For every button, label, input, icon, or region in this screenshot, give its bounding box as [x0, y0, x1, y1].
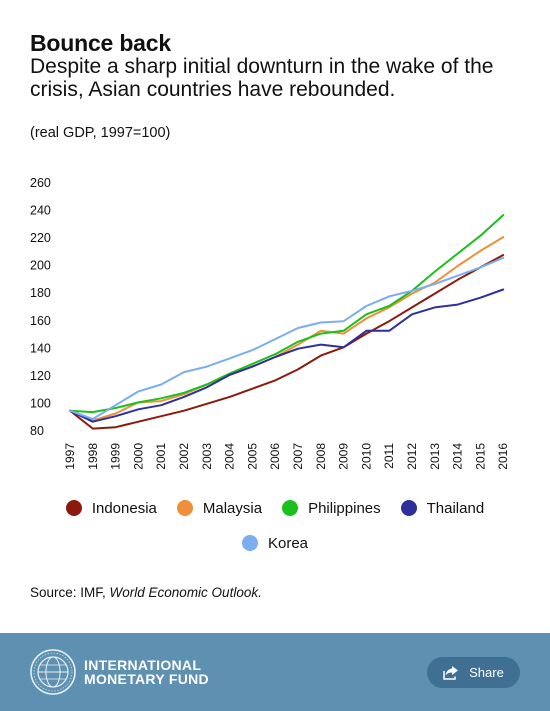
y-tick-label: 140 [30, 341, 51, 355]
x-axis: 1997 1998 1999 2000 2001 2002 2003 2004 2005 2006… [63, 443, 510, 470]
y-tick-label: 120 [30, 369, 51, 383]
x-tick-label: 2009 [337, 443, 351, 470]
legend-swatch [65, 500, 82, 516]
legend-label: Philippines [308, 499, 381, 517]
series-line-indonesia [69, 254, 505, 430]
legend-label: Malaysia [202, 499, 263, 517]
legend-label: Korea [267, 534, 309, 552]
y-tick-label: 100 [30, 396, 51, 410]
org-name-line1: INTERNATIONAL [84, 657, 202, 673]
x-tick-label: 2006 [268, 443, 282, 470]
y-tick-label: 260 [30, 176, 51, 190]
series-lines [69, 214, 505, 430]
legend-item-philippines[interactable]: Philippines [282, 500, 381, 517]
y-tick-label: 80 [30, 424, 44, 438]
source-prefix: Source: IMF, [30, 585, 110, 600]
x-tick-label: 2002 [177, 443, 191, 470]
x-tick-label: 2016 [496, 443, 510, 470]
x-tick-label: 2014 [451, 443, 465, 470]
x-tick-label: 2000 [131, 443, 145, 470]
x-tick-label: 2010 [359, 443, 373, 470]
legend-swatch [282, 500, 299, 516]
y-tick-label: 240 [30, 204, 51, 218]
legend: Indonesia Malaysia Philippines Thailand Kor… [0, 496, 550, 566]
legend-swatch [400, 500, 417, 516]
x-tick-label: 1997 [63, 443, 77, 470]
imf-seal-icon [30, 649, 76, 695]
legend-label: Indonesia [91, 499, 157, 517]
legend-item-thailand[interactable]: Thailand [400, 499, 485, 517]
x-tick-label: 2011 [382, 443, 396, 469]
legend-row: Korea [0, 531, 550, 555]
share-icon [443, 666, 459, 680]
y-tick-label: 200 [30, 259, 51, 273]
y-tick-label: 220 [30, 231, 51, 245]
x-tick-label: 2012 [405, 443, 419, 470]
legend-label: Thailand [426, 499, 485, 517]
x-tick-label: 2001 [154, 443, 168, 470]
legend-swatch [241, 535, 258, 551]
x-tick-label: 1998 [86, 443, 100, 470]
legend-item-korea[interactable]: Korea [241, 534, 309, 552]
x-tick-label: 2013 [428, 443, 442, 470]
footer-bar: INTERNATIONAL MONETARY FUND Share [0, 633, 550, 711]
x-tick-label: 2003 [200, 443, 214, 470]
y-tick-label: 160 [30, 314, 51, 328]
x-tick-label: 2004 [223, 443, 237, 470]
x-tick-label: 2008 [314, 443, 328, 470]
chart-subtitle: Despite a sharp initial downturn in the … [30, 55, 494, 101]
x-tick-label: 2015 [473, 443, 487, 470]
imf-logo[interactable]: INTERNATIONAL MONETARY FUND [30, 649, 209, 695]
legend-swatch [176, 500, 193, 516]
y-tick-label: 180 [30, 286, 51, 300]
unit-label: (real GDP, 1997=100) [30, 125, 171, 141]
legend-item-indonesia[interactable]: Indonesia [65, 499, 157, 517]
share-label: Share [469, 665, 504, 680]
source-note: Source: IMF, World Economic Outlook. [30, 585, 262, 600]
x-tick-label: 1999 [109, 443, 123, 470]
series-line-korea [69, 256, 505, 420]
x-tick-label: 2007 [291, 443, 305, 470]
org-name-line2: MONETARY FUND [84, 671, 209, 687]
y-axis: 80 100 120 140 160 180 200 220 240 260 [30, 176, 51, 438]
series-line-philippines [69, 214, 505, 414]
org-name: INTERNATIONAL MONETARY FUND [84, 658, 209, 686]
share-button[interactable]: Share [427, 657, 520, 688]
x-tick-label: 2005 [245, 443, 259, 470]
series-line-thailand [69, 288, 505, 423]
legend-row: Indonesia Malaysia Philippines Thailand [0, 496, 550, 520]
source-publication: World Economic Outlook. [109, 585, 262, 600]
chart-title: Bounce back [30, 30, 171, 56]
legend-item-malaysia[interactable]: Malaysia [176, 499, 263, 517]
